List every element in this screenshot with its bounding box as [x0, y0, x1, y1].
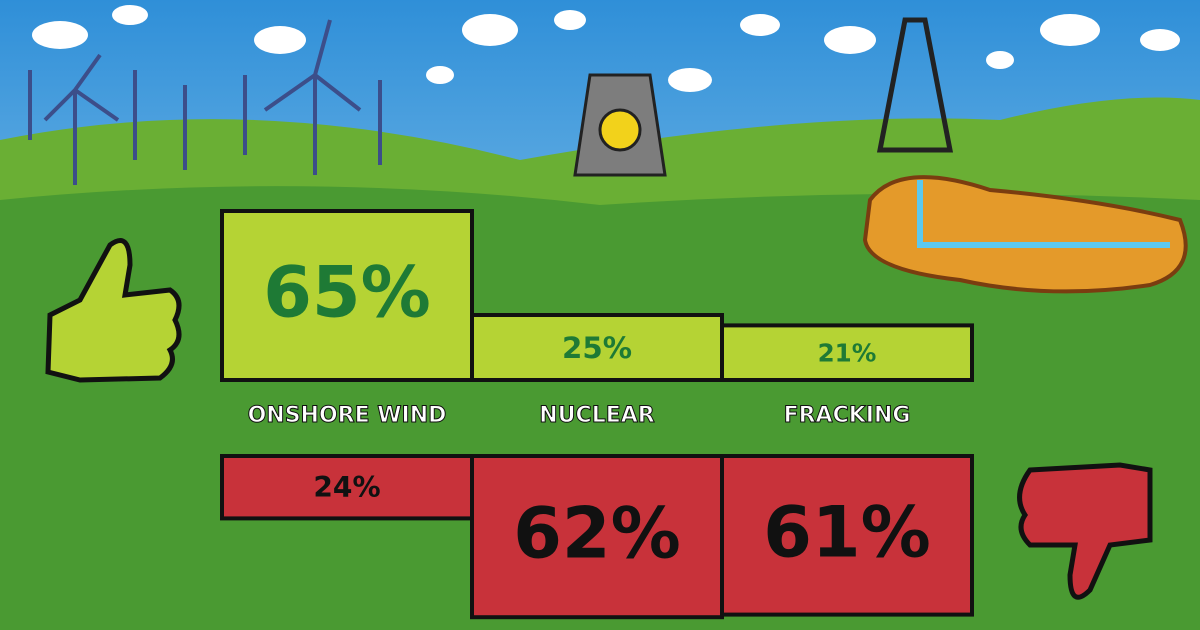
- category-label: FRACKING: [784, 403, 911, 428]
- thumb-down: [1017, 462, 1153, 600]
- value-label: 24%: [313, 471, 380, 504]
- radiation-sign: [598, 108, 642, 152]
- wind-turbines: [28, 19, 382, 185]
- fracking-pipe: [917, 180, 1170, 248]
- value-label: 62%: [513, 493, 681, 575]
- value-label: 61%: [763, 491, 931, 573]
- category-label: NUCLEAR: [539, 403, 654, 428]
- support-bar: [720, 323, 974, 382]
- value-label: 25%: [562, 331, 632, 365]
- clouds: [32, 5, 1180, 92]
- oil-derrick: [876, 17, 954, 153]
- oppose-bar: [720, 454, 974, 617]
- support-bar: [470, 313, 724, 382]
- category-label: ONSHORE WIND: [248, 403, 447, 428]
- thumb-up: [45, 238, 182, 383]
- fracking-ground: [862, 175, 1188, 294]
- value-label: 21%: [818, 339, 877, 368]
- oppose-bar: [220, 454, 474, 521]
- support-bar: [220, 209, 474, 382]
- oppose-bar: [470, 454, 724, 620]
- value-label: 65%: [263, 252, 431, 334]
